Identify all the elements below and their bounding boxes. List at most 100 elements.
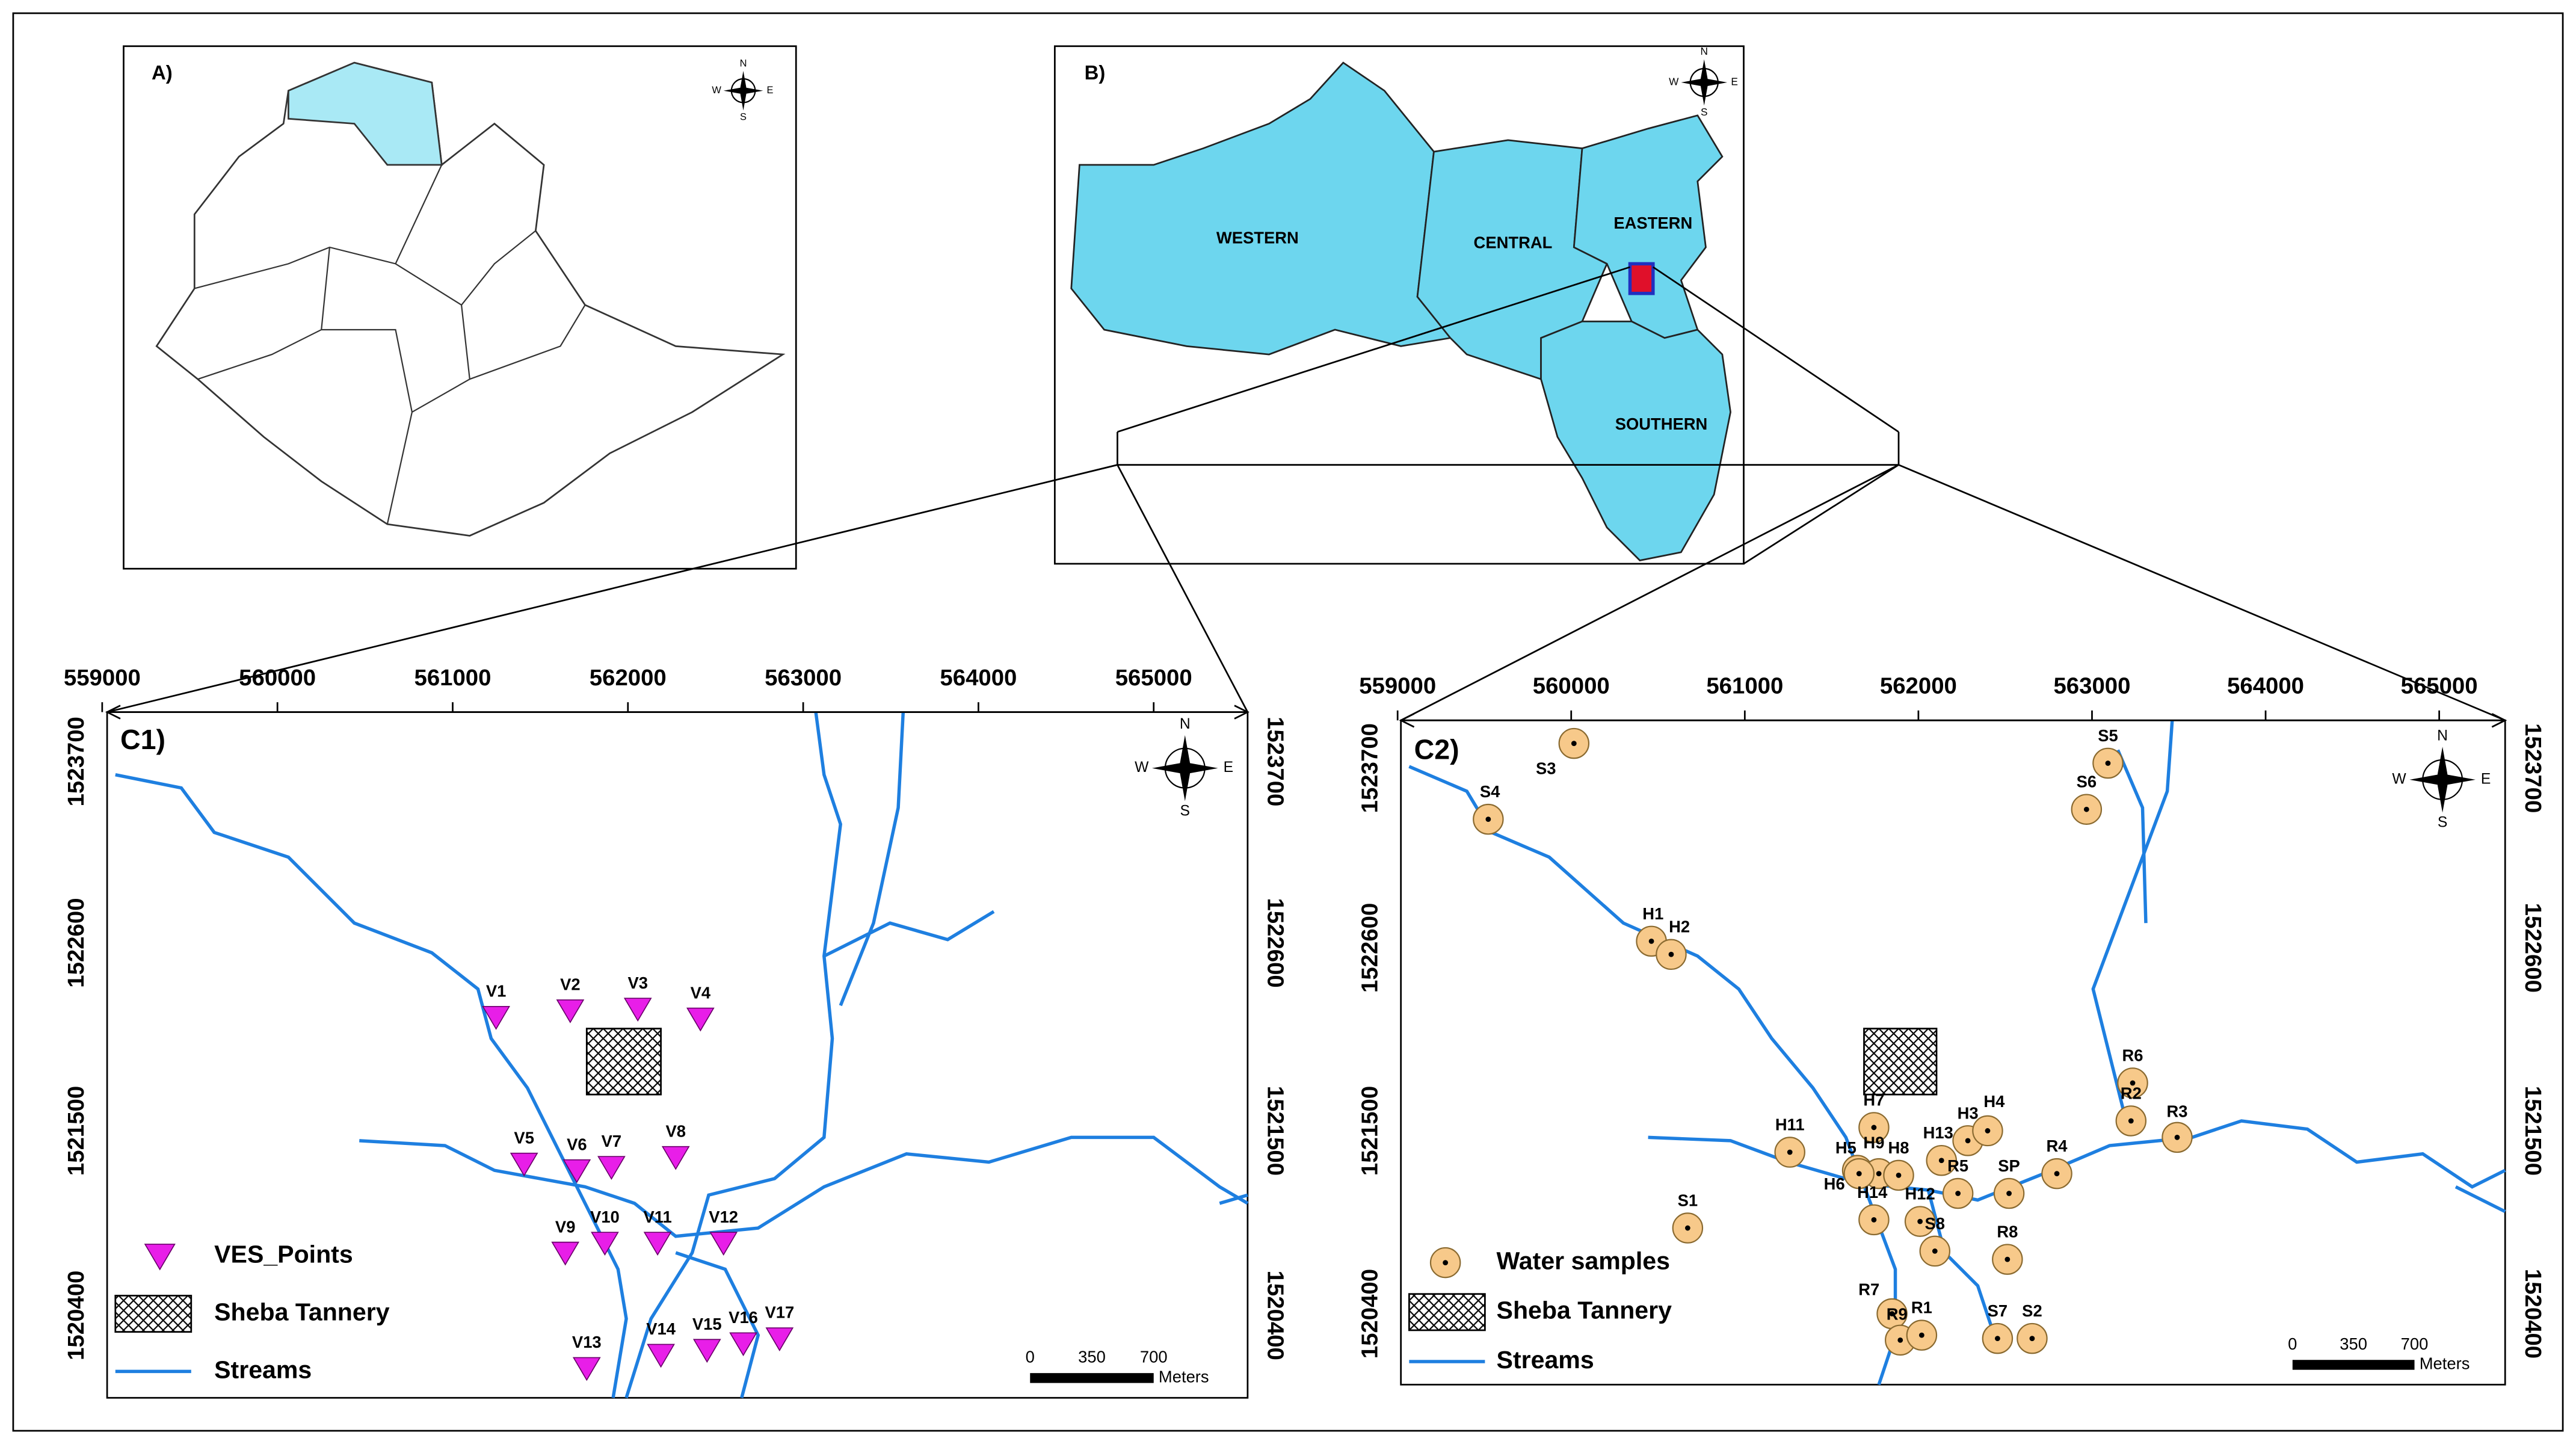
region-eastern — [1573, 114, 1724, 339]
y-coordinate-label: 1521500 — [63, 1086, 89, 1176]
point-label: H2 — [1669, 918, 1690, 936]
point-label: SP — [1998, 1156, 2020, 1175]
ves-point — [482, 1006, 510, 1030]
point-label: S1 — [1678, 1191, 1698, 1209]
point-label: H5 — [1835, 1138, 1857, 1157]
tannery — [1863, 1028, 1938, 1096]
x-coordinate-label: 565000 — [1115, 665, 1192, 691]
sample-center — [2083, 806, 2089, 812]
sample-center — [2105, 761, 2111, 766]
point-label: S2 — [2022, 1301, 2042, 1320]
sample-center — [1871, 1217, 1877, 1223]
compass-letter: W — [712, 85, 721, 96]
point-label: V15 — [692, 1315, 722, 1333]
point-label: V16 — [729, 1308, 758, 1327]
panel-c2: C2) S3 S4 S5 S6 H1 H2 R6 R2 R3 H7 H11 H5 H9 H8 H13 H3H4… — [1400, 719, 2506, 1386]
point-label: H8 — [1888, 1138, 1909, 1157]
sample-center — [1871, 1125, 1877, 1131]
compass-letter: S — [1180, 803, 1190, 819]
point-label: V11 — [644, 1208, 672, 1226]
point-label: R4 — [2047, 1137, 2068, 1155]
sample-center — [1571, 741, 1577, 746]
compass-letter: E — [2481, 771, 2491, 787]
north-arrow: N S W E — [1669, 45, 1738, 118]
point-label: H1 — [1642, 904, 1663, 923]
legend-label: Streams — [214, 1356, 312, 1383]
sample-center — [2130, 1080, 2136, 1086]
x-coordinate-label: 565000 — [2401, 673, 2478, 699]
point-label: H12 — [1905, 1185, 1935, 1203]
north-arrow: N S W E — [712, 58, 773, 123]
region-label: CENTRAL — [1474, 233, 1553, 252]
ves-point — [709, 1232, 738, 1256]
axis-labels: 559000 560000 561000 562000 563000 564000 5650… — [1357, 673, 2545, 1359]
study-area — [1628, 262, 1655, 295]
sample-center — [1965, 1138, 1971, 1144]
point-label: V12 — [709, 1208, 738, 1226]
sample-center — [2128, 1118, 2134, 1124]
compass-star — [1681, 59, 1728, 106]
point-label: V2 — [560, 975, 580, 994]
country-outline — [155, 61, 786, 537]
region-label: WESTERN — [1216, 229, 1299, 247]
legend-label: VES_Points — [214, 1240, 353, 1268]
ves-point — [551, 1241, 580, 1266]
ves-point — [647, 1344, 675, 1368]
point-label: S8 — [1925, 1214, 1945, 1233]
y-coordinate-label: 1523700 — [2520, 723, 2546, 813]
sample-center — [1443, 1260, 1449, 1265]
point-label: R7 — [1858, 1280, 1879, 1298]
sample-center — [2006, 1191, 2012, 1196]
point-label: V10 — [590, 1208, 620, 1226]
point-label: S3 — [1536, 759, 1556, 778]
north-arrow: N S W E — [1135, 716, 1233, 819]
tigray-region — [288, 61, 443, 166]
y-coordinate-label: 1521500 — [1357, 1086, 1382, 1176]
stream — [823, 712, 995, 1007]
point-label: H13 — [1923, 1123, 1953, 1142]
stream — [675, 1193, 1248, 1398]
sample-center — [1897, 1337, 1903, 1343]
point-label: S6 — [2077, 773, 2097, 791]
compass-letter: E — [766, 85, 773, 96]
panel-frame — [123, 45, 797, 570]
compass-letter: S — [1701, 106, 1708, 118]
ves-point — [643, 1232, 672, 1256]
sample-center — [1648, 938, 1654, 944]
point-label: H3 — [1958, 1103, 1979, 1122]
sample-center — [2029, 1336, 2035, 1341]
y-coordinate-label: 1520400 — [1263, 1271, 1289, 1360]
north-arrow: N S W E — [2392, 727, 2491, 830]
compass-letter: N — [740, 58, 747, 69]
scale-label: 700 — [1140, 1348, 1168, 1366]
panel-label: A) — [152, 61, 173, 84]
y-coordinate-label: 1523700 — [1263, 717, 1289, 806]
sample-center — [1485, 816, 1491, 822]
stream — [1408, 765, 1897, 1386]
ves-point — [686, 1007, 715, 1032]
point-label: R3 — [2167, 1102, 2188, 1121]
point-label: V4 — [691, 983, 711, 1002]
ves-point — [510, 1152, 538, 1177]
sample-center — [1932, 1248, 1938, 1254]
zoom-lines — [106, 266, 2506, 721]
panel-c1: C1) V1 V2 V3 V4 V5 V6 V7 V8 V9 V10 V11 V12 V13 V14 V15… — [106, 711, 1249, 1399]
point-label: R5 — [1947, 1156, 1968, 1175]
point-label: H11 — [1775, 1115, 1805, 1134]
compass-star — [1151, 735, 1218, 801]
scale-label: 350 — [2340, 1334, 2367, 1353]
compass-letter: W — [2392, 771, 2406, 787]
stream — [2091, 720, 2174, 1122]
ves-point — [623, 998, 652, 1022]
panel-label: B) — [1085, 61, 1106, 84]
compass-letter: S — [740, 111, 747, 122]
compass-letter: E — [1224, 759, 1233, 776]
legend-label: Sheba Tannery — [1497, 1297, 1672, 1324]
point-label: V5 — [514, 1128, 534, 1147]
panel-label: C1) — [120, 724, 165, 755]
point-label: S7 — [1988, 1301, 2007, 1320]
outer-frame — [12, 12, 2564, 1432]
y-coordinate-label: 1521500 — [2520, 1086, 2546, 1176]
x-coordinate-label: 560000 — [239, 665, 316, 691]
compass-letter: S — [2438, 814, 2447, 830]
